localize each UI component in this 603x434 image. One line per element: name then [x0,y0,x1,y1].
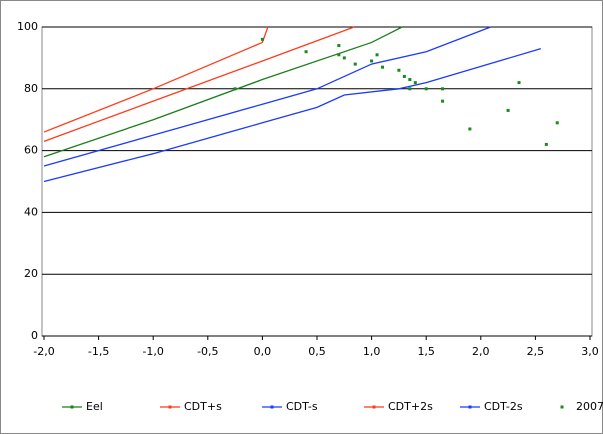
scatter-point [402,74,406,78]
y-tick-label: 40 [24,205,38,218]
legend-label: 2007 [576,400,603,413]
scatter-point [424,87,428,91]
scatter-point [353,62,357,66]
legend-marker [270,405,274,409]
legend-marker [372,405,376,409]
scatter-point [441,87,445,91]
y-tick-label: 20 [24,267,38,280]
legend-label: CDT+s [184,400,222,413]
scatter-point [337,53,341,57]
scatter-point [408,87,412,91]
scatter-point [468,127,472,131]
scatter-point [397,68,401,72]
scatter-point [370,59,374,63]
legend-marker [168,405,172,409]
scatter-point [517,81,521,85]
x-tick-label: -2,0 [33,345,54,358]
y-tick-label: 80 [24,82,38,95]
series-line [43,26,403,158]
scatter-point [441,99,445,103]
legend-label: CDT-2s [484,400,523,413]
x-tick-label: -1,5 [88,345,109,358]
legend-label: CDT-s [286,400,318,413]
x-tick-label: 2,0 [472,345,490,358]
series-line [43,48,542,183]
legend-marker [468,405,472,409]
legend-marker [560,405,564,409]
scatter-point [544,142,548,146]
scatter-point [506,108,510,112]
x-tick-label: 0,0 [254,345,272,358]
scatter-point [342,56,346,60]
scatter-point [260,37,264,41]
scatter-point [233,87,237,91]
legend-label: Eel [86,400,103,413]
scatter-point [337,44,341,48]
y-tick-label: 100 [17,20,38,33]
x-tick-label: -0,5 [197,345,218,358]
scatter-point [555,121,559,125]
x-tick-label: 3,0 [581,345,599,358]
x-tick-label: 1,0 [363,345,381,358]
legend-marker [70,405,74,409]
y-tick-label: 0 [31,329,38,342]
scatter-point [408,78,412,82]
y-tick-label: 60 [24,144,38,157]
x-tick-label: -1,0 [142,345,163,358]
series-line [43,26,491,167]
scatter-point [413,81,417,85]
series-line [43,26,355,142]
legend-label: CDT+2s [388,400,433,413]
plot-frame [41,26,593,337]
series-line [43,26,269,133]
scatter-point [381,65,385,69]
scatter-point [375,53,379,57]
x-tick-label: 0,5 [308,345,326,358]
x-tick-label: 1,5 [417,345,435,358]
scatter-point [304,50,308,54]
x-tick-label: 2,5 [527,345,545,358]
